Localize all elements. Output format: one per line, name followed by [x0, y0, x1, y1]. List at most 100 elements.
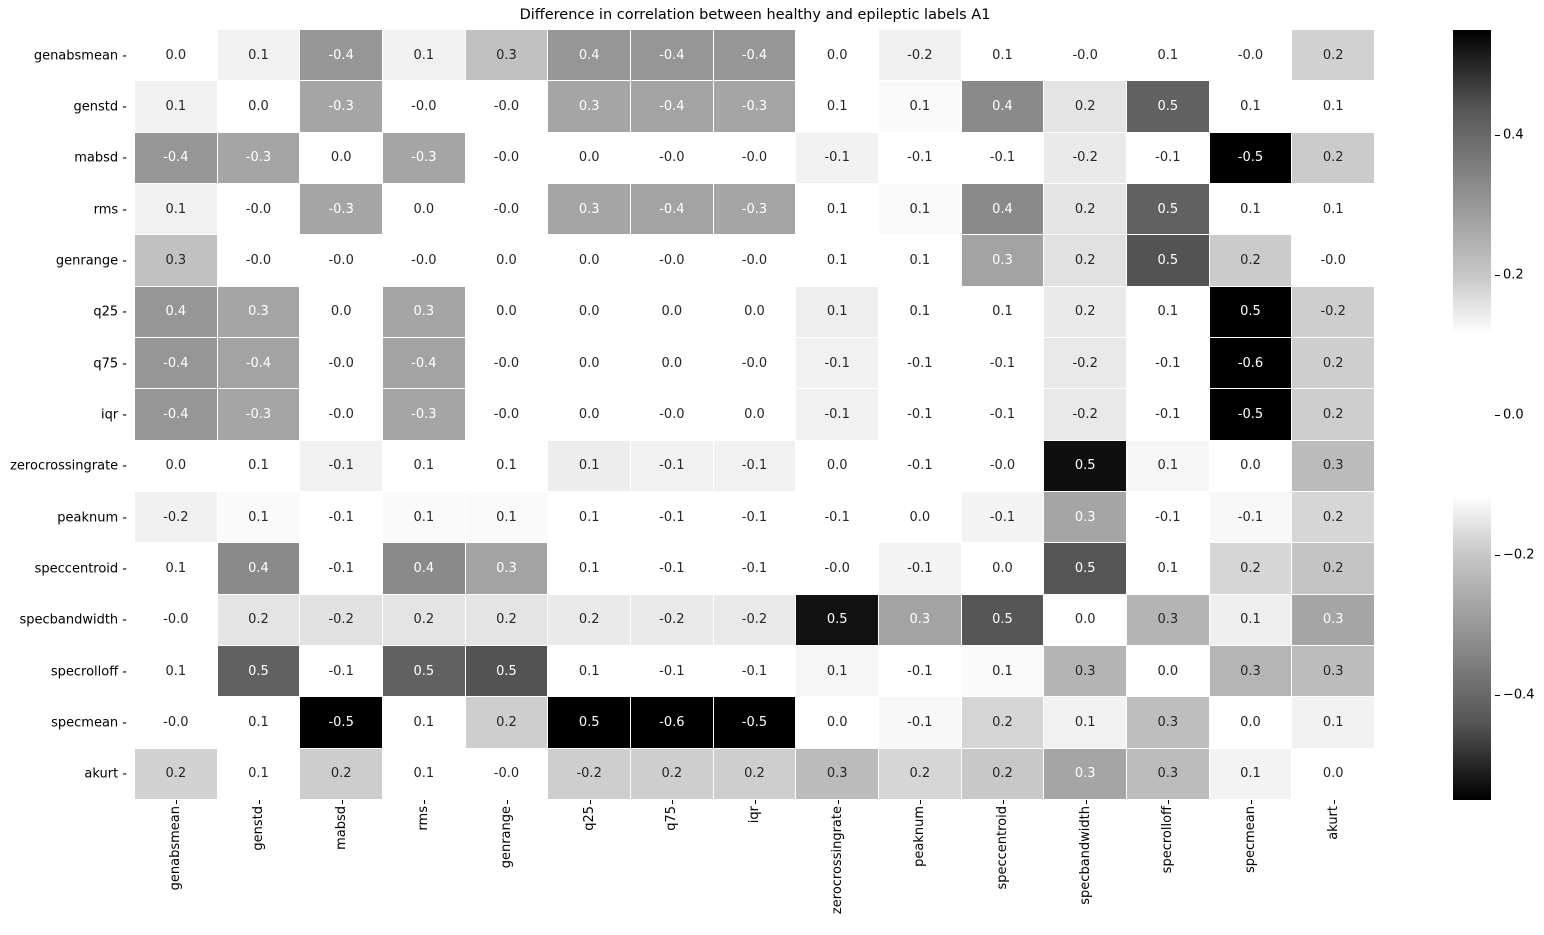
heatmap-cell: -0.0	[382, 235, 466, 287]
heatmap-grid: 0.0 0.1 -0.4 0.1 0.3 0.4 -0.4 -0.4 0.0 -0.2 0.1 -0.…	[135, 30, 1375, 800]
heatmap-cell: 0.0	[630, 337, 714, 390]
heatmap-cell: -0.4	[135, 389, 218, 441]
heatmap-cell: 0.0	[465, 286, 549, 338]
heatmap-cell: 0.1	[1044, 697, 1127, 749]
x-tick-mark	[259, 800, 260, 804]
heatmap-cell: 0.1	[548, 543, 631, 595]
heatmap-cell: -0.2	[630, 594, 714, 646]
heatmap-cell: 0.0	[382, 183, 466, 236]
y-tick-label: genabsmean	[34, 48, 127, 63]
heatmap-cell: -0.5	[1209, 389, 1293, 441]
heatmap-cell: 0.3	[1044, 491, 1127, 544]
x-tick-label: iqr	[747, 806, 762, 824]
heatmap-cell: -0.3	[300, 183, 383, 236]
heatmap-cell: 0.3	[548, 183, 631, 236]
heatmap-cell: 0.5	[1126, 81, 1210, 133]
heatmap-cell: 0.4	[217, 543, 301, 595]
heatmap-cell: 0.5	[1044, 543, 1127, 595]
heatmap-cell: 0.5	[465, 645, 549, 698]
heatmap-cell: -0.0	[300, 389, 383, 441]
heatmap-cell: -0.0	[465, 337, 549, 390]
x-tick-label: genstd	[251, 806, 266, 851]
heatmap-cell: 0.2	[135, 748, 218, 800]
colorbar-tick-label: −0.4	[1503, 687, 1535, 703]
heatmap-cell: 0.5	[1209, 286, 1293, 338]
heatmap-cell: 0.5	[1126, 183, 1210, 236]
colorbar-tick-mark	[1495, 695, 1500, 696]
heatmap-cell: 0.0	[548, 132, 631, 184]
heatmap-cell: -0.0	[465, 389, 549, 441]
heatmap-cell: -0.1	[796, 337, 879, 390]
heatmap-cell: 0.1	[135, 543, 218, 595]
heatmap-cell: 0.2	[382, 594, 466, 646]
heatmap-cell: -0.3	[300, 81, 383, 133]
heatmap-cell: 0.1	[1126, 440, 1210, 492]
x-tick-label: zerocrossingrate	[829, 806, 845, 915]
heatmap-cell: 0.1	[135, 645, 218, 698]
y-tick-label: akurt	[84, 767, 127, 782]
heatmap-cell: 0.1	[1126, 543, 1210, 595]
heatmap-cell: 0.0	[300, 132, 383, 184]
heatmap-cell: 0.2	[1044, 235, 1127, 287]
heatmap-cell: 0.3	[1292, 645, 1375, 698]
heatmap-cell: -0.5	[713, 697, 797, 749]
heatmap-cell: -0.4	[135, 132, 218, 184]
heatmap-cell: 0.1	[548, 440, 631, 492]
heatmap-cell: 0.2	[1209, 543, 1293, 595]
heatmap-cell: 0.1	[961, 30, 1045, 82]
heatmap-cell: 0.1	[1126, 30, 1210, 82]
x-tick-mark	[589, 800, 591, 804]
heatmap-cell: 0.3	[465, 543, 549, 595]
colorbar-tick-mark	[1495, 275, 1500, 276]
x-tick-label: peaknum	[912, 806, 928, 867]
heatmap-cell: 0.2	[465, 594, 549, 646]
heatmap-cell: -0.0	[217, 235, 301, 287]
y-tick-label: specrolloff	[51, 664, 127, 679]
heatmap-cell: 0.2	[961, 748, 1045, 800]
heatmap-cell: 0.3	[1126, 594, 1210, 646]
y-tick-label: peaknum	[57, 510, 127, 525]
x-tick-label: specbandwidth	[1077, 806, 1093, 905]
heatmap-cell: 0.4	[961, 81, 1045, 133]
heatmap-cell: 0.1	[382, 491, 466, 544]
heatmap-cell: -0.5	[1209, 132, 1293, 184]
heatmap-cell: 0.3	[1209, 645, 1293, 698]
heatmap-cell: -0.6	[630, 697, 714, 749]
heatmap-cell: 0.3	[465, 30, 549, 82]
heatmap-cell: 0.3	[548, 81, 631, 133]
heatmap-cell: 0.0	[300, 286, 383, 338]
heatmap-cell: 0.3	[1044, 645, 1127, 698]
heatmap-cell: -0.3	[713, 81, 797, 133]
x-tick-label: mabsd	[333, 806, 349, 850]
heatmap-cell: 0.2	[1292, 491, 1375, 544]
x-tick-label: specmean	[1243, 806, 1258, 874]
x-tick-mark	[176, 800, 178, 804]
heatmap-cell: 0.3	[382, 286, 466, 338]
y-tick-label: rms	[94, 202, 127, 217]
heatmap-cell: -0.1	[1209, 491, 1293, 544]
heatmap-cell: -0.1	[796, 389, 879, 441]
heatmap-cell: 0.2	[1044, 286, 1127, 338]
heatmap-cell: -0.0	[630, 235, 714, 287]
heatmap-cell: 0.5	[548, 697, 631, 749]
x-tick-label: specrolloff	[1160, 806, 1176, 874]
heatmap-cell: 0.1	[878, 286, 962, 338]
heatmap-cell: -0.4	[217, 337, 301, 390]
heatmap-cell: -0.1	[630, 440, 714, 492]
heatmap-cell: 0.1	[548, 645, 631, 698]
colorbar-tick-label: 0.2	[1503, 267, 1524, 283]
heatmap-cell: 0.0	[1292, 748, 1375, 800]
heatmap-cell: 0.2	[300, 748, 383, 800]
heatmap-cell: 0.5	[1044, 440, 1127, 492]
heatmap-cell: 0.1	[796, 183, 879, 236]
heatmap-cell: -0.0	[630, 132, 714, 184]
heatmap-cell: -0.4	[713, 30, 797, 82]
heatmap-cell: 0.3	[878, 594, 962, 646]
heatmap-cell: 0.0	[713, 389, 797, 441]
heatmap-cell: 0.1	[135, 81, 218, 133]
x-tick-label: speccentroid	[995, 806, 1010, 890]
heatmap-cell: 0.0	[1044, 594, 1127, 646]
y-tick-label: q25	[93, 305, 127, 320]
heatmap-cell: 0.1	[465, 491, 549, 544]
heatmap-cell: 0.1	[1292, 81, 1375, 133]
